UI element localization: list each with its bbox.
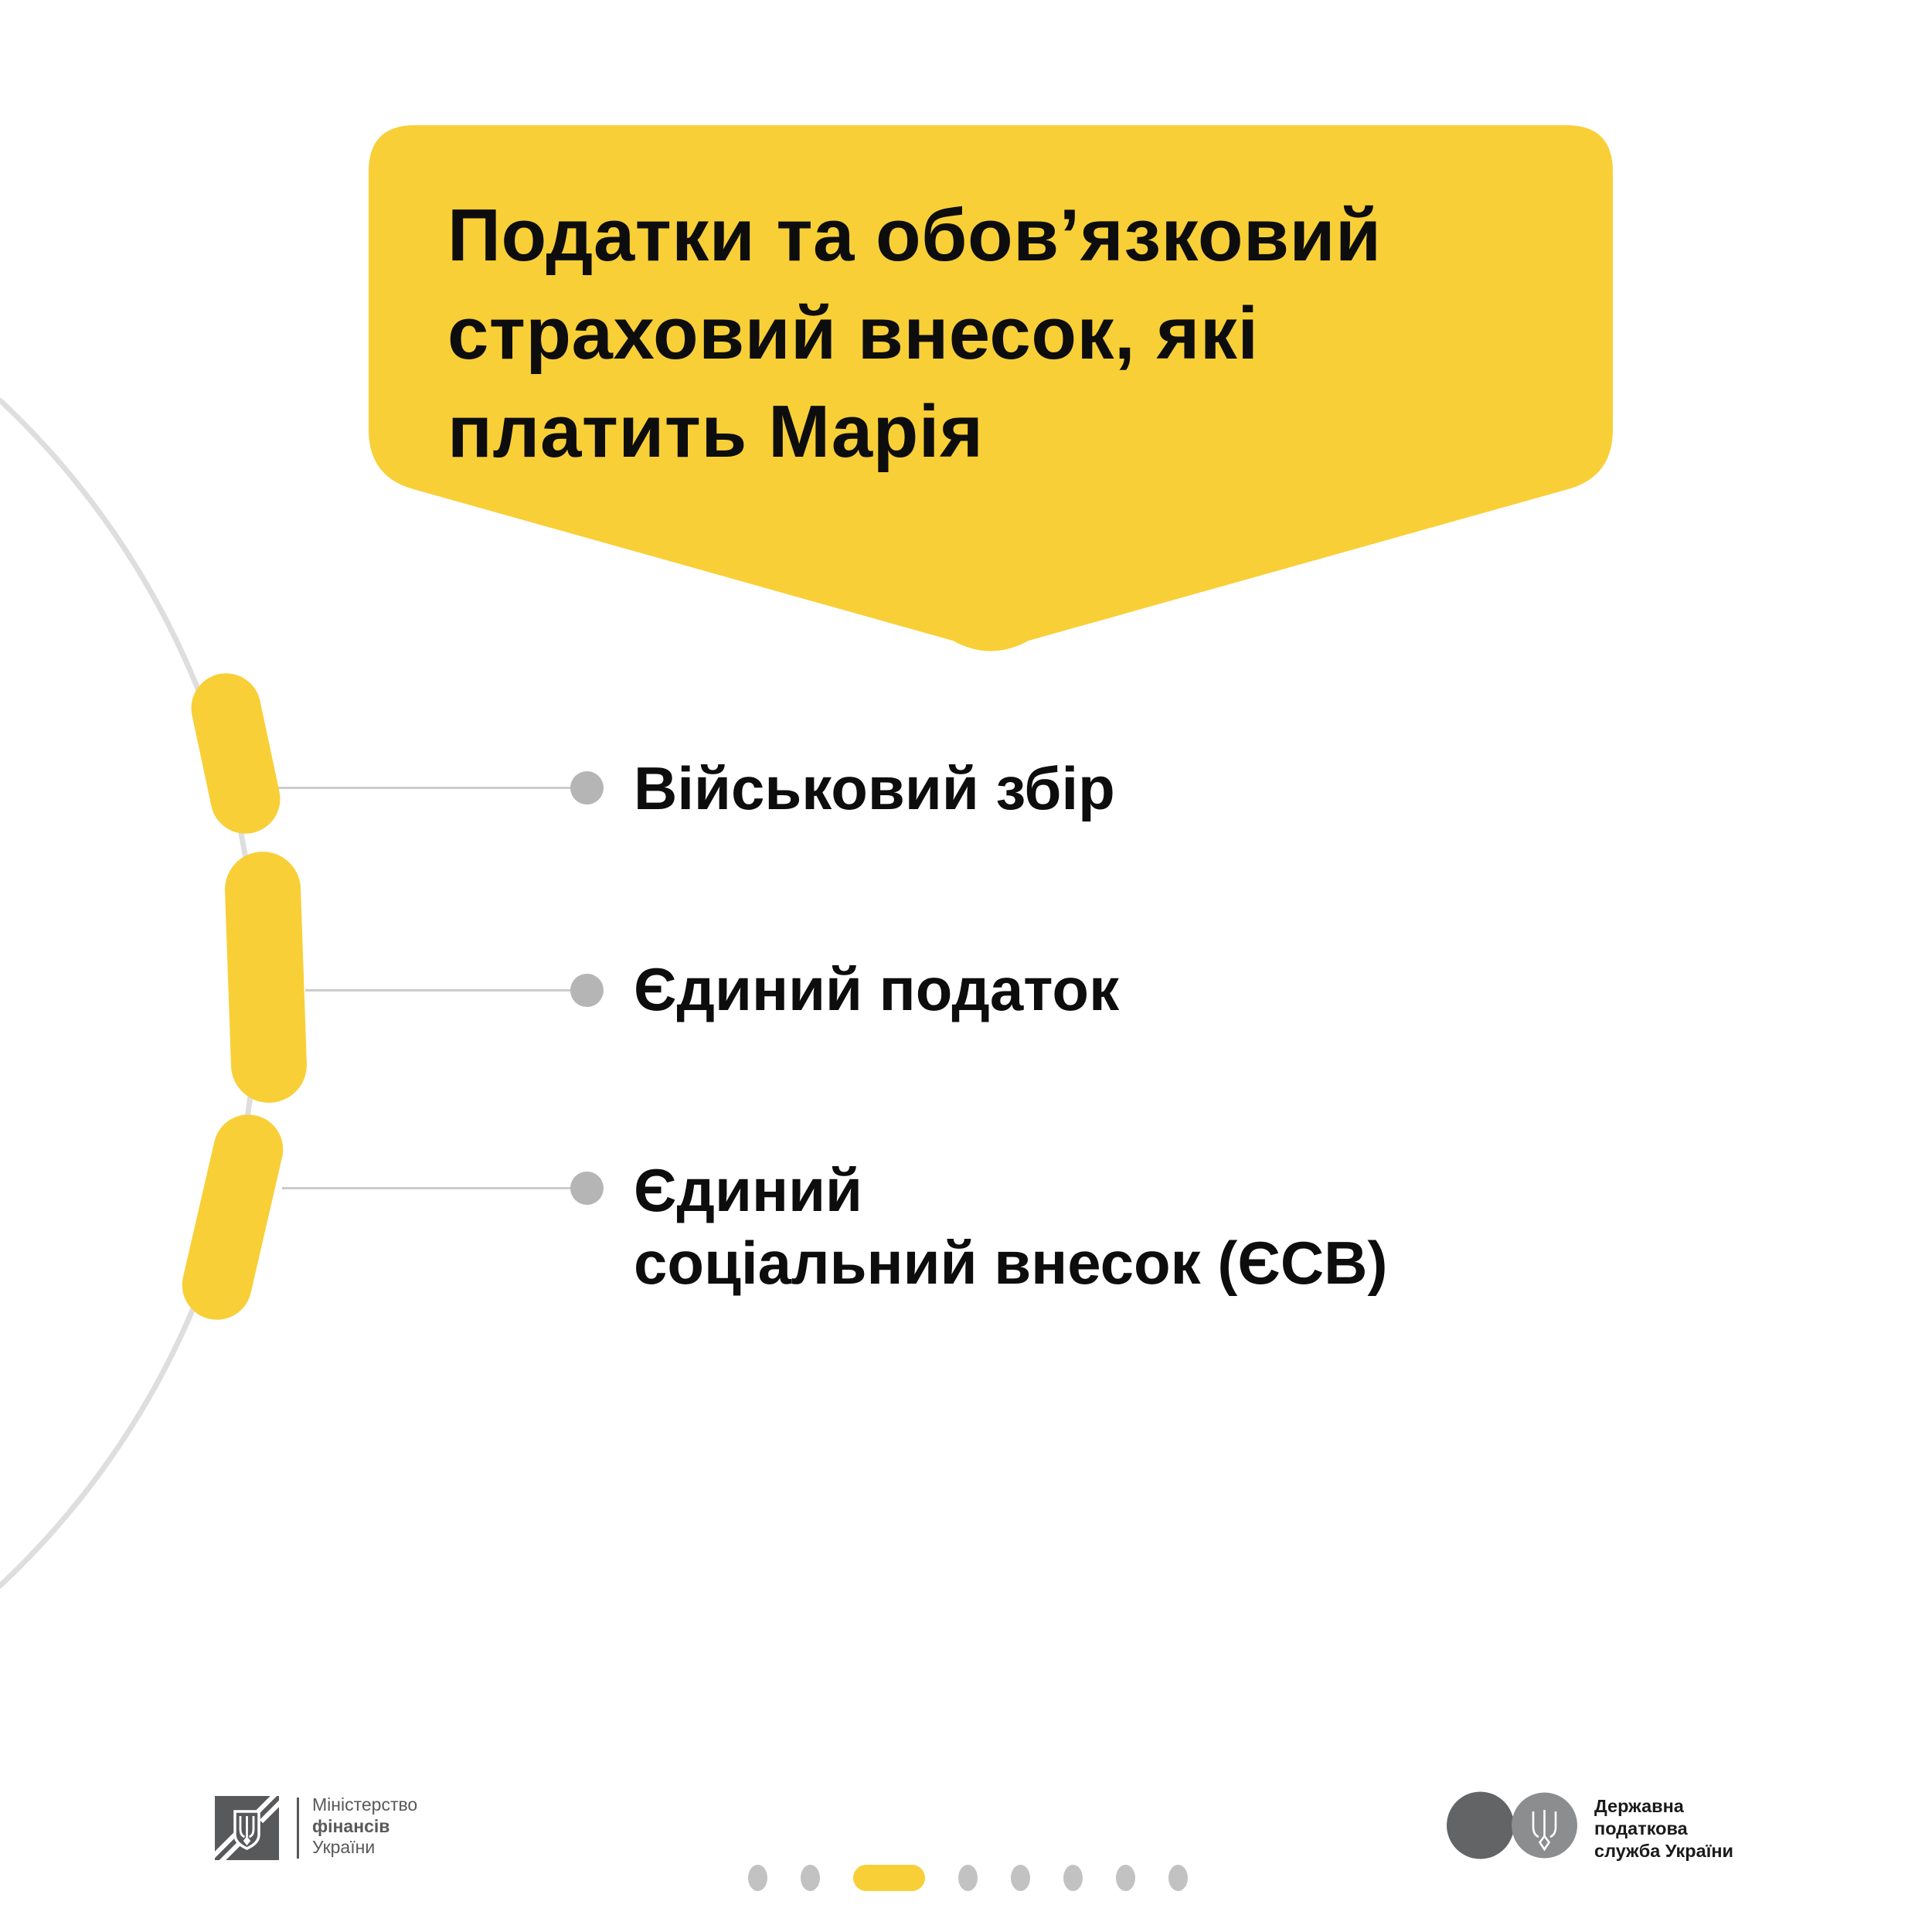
ministry-logo-text: Міністерство фінансів України bbox=[312, 1794, 417, 1859]
pagination-dot[interactable] bbox=[748, 1865, 767, 1891]
ministry-text-line: України bbox=[312, 1837, 376, 1857]
bullet-dot bbox=[570, 771, 604, 804]
pagination-dot[interactable] bbox=[1168, 1865, 1188, 1891]
bullet-dot bbox=[570, 974, 604, 1007]
page-title: Податки та обов’язковий страховий внесок… bbox=[447, 194, 1382, 473]
ministry-logo-divider bbox=[297, 1798, 299, 1859]
trident-icon bbox=[1532, 1810, 1557, 1852]
pagination-dot[interactable] bbox=[958, 1865, 978, 1891]
tax-circle-dark bbox=[1447, 1791, 1514, 1859]
tax-service-logo-icon bbox=[1447, 1791, 1577, 1859]
ministry-emblem-icon bbox=[215, 1796, 279, 1860]
arc-pill bbox=[185, 666, 287, 841]
pagination-dot[interactable] bbox=[1011, 1865, 1030, 1891]
trident-icon bbox=[239, 1816, 255, 1845]
ministry-text-line: Міністерство bbox=[312, 1794, 418, 1815]
ministry-text-line: фінансів bbox=[312, 1815, 390, 1836]
tax-service-text: Державна податкова служба України bbox=[1594, 1796, 1733, 1861]
list-item-label: Єдиний податок bbox=[634, 955, 1120, 1023]
connector-line bbox=[282, 1187, 572, 1189]
arc-pill bbox=[223, 850, 308, 1104]
bullet-dot bbox=[570, 1172, 604, 1205]
pagination bbox=[748, 1865, 1188, 1891]
pagination-active-pill[interactable] bbox=[853, 1865, 925, 1891]
arc-line bbox=[0, 397, 260, 1589]
list-item-label: Військовий збір bbox=[634, 754, 1115, 822]
list-item-label: Єдиний соціальний внесок (ЄСВ) bbox=[634, 1156, 1388, 1297]
connector-line bbox=[305, 989, 572, 992]
pagination-dot[interactable] bbox=[1116, 1865, 1135, 1891]
pagination-dot[interactable] bbox=[801, 1865, 820, 1891]
connector-line bbox=[263, 787, 572, 789]
arc-pill bbox=[175, 1107, 291, 1327]
pagination-dot[interactable] bbox=[1063, 1865, 1083, 1891]
